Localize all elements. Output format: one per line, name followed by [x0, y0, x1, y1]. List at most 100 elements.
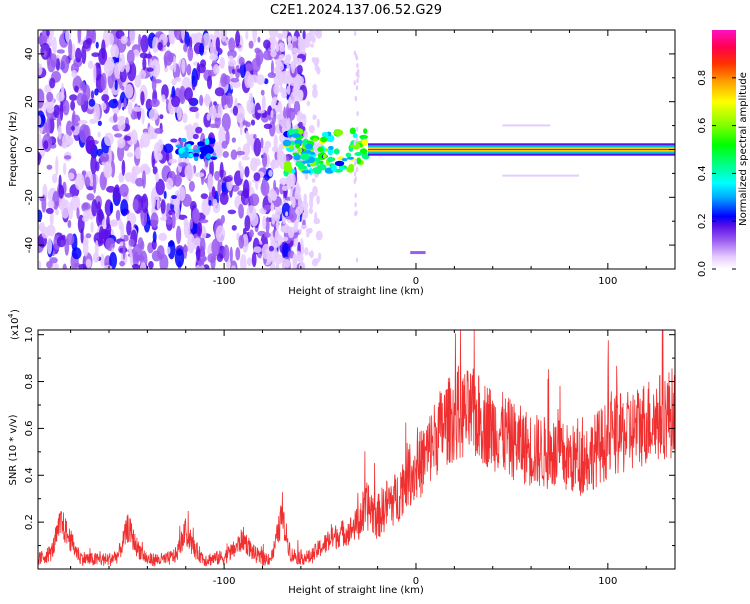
noise-blob: [134, 74, 142, 88]
noise-blob: [51, 173, 58, 184]
noise-blob: [112, 113, 118, 123]
noise-blob: [92, 174, 97, 194]
noise-blob: [71, 43, 76, 62]
noise-blob: [151, 76, 157, 92]
noise-blob: [141, 108, 145, 125]
noise-blob: [120, 199, 129, 217]
snr-y-tick-label: 0.6: [24, 420, 35, 436]
noise-blob: [284, 258, 291, 269]
noise-blob: [173, 200, 180, 221]
noise-blob: [109, 252, 118, 269]
noise-blob: [213, 64, 220, 75]
scatter-blob: [290, 168, 296, 174]
noise-blob: [209, 123, 219, 129]
noise-blob: [79, 124, 89, 143]
noise-blob: [226, 92, 233, 109]
noise-blob: [288, 203, 298, 223]
noise-blob: [46, 237, 53, 255]
noise-blob: [235, 150, 245, 156]
noise-blob: [246, 257, 252, 267]
noise-blob: [150, 98, 160, 108]
scatter-blob: [356, 111, 359, 117]
noise-blob: [265, 216, 270, 234]
noise-blob: [135, 177, 145, 187]
scatter-blob: [361, 138, 368, 147]
noise-blob: [263, 232, 271, 238]
noise-blob: [273, 67, 279, 72]
noise-blob: [165, 217, 172, 225]
noise-blob: [163, 50, 173, 66]
noise-blob: [65, 120, 73, 137]
noise-blob: [132, 106, 143, 112]
scatter-blob: [357, 73, 360, 79]
noise-blob: [158, 232, 168, 242]
noise-blob: [268, 36, 276, 42]
noise-blob: [124, 135, 131, 141]
noise-blob: [195, 126, 203, 134]
noise-blob: [197, 63, 206, 74]
scatter-blob: [178, 147, 184, 154]
noise-blob: [55, 208, 59, 216]
noise-blob: [275, 113, 283, 120]
noise-blob: [122, 241, 126, 261]
noise-blob: [103, 163, 113, 179]
scatter-blob: [312, 167, 319, 172]
noise-blob: [157, 153, 163, 161]
noise-blob: [219, 191, 229, 205]
scatter-blob: [295, 143, 300, 149]
noise-blob: [206, 113, 211, 121]
noise-blob: [312, 185, 318, 197]
noise-blob: [303, 208, 309, 219]
scatter-blob: [354, 53, 358, 59]
noise-blob: [308, 207, 314, 215]
noise-blob: [101, 39, 106, 60]
noise-blob: [59, 101, 64, 121]
noise-blob: [286, 64, 291, 69]
noise-blob: [271, 213, 276, 225]
noise-blob: [220, 214, 225, 224]
noise-blob: [278, 257, 287, 262]
noise-blob: [219, 161, 224, 180]
scatter-blob: [320, 136, 328, 143]
snr-ticks: -100 0 100 0.2 0.4 0.6 0.8 1.0: [24, 327, 675, 587]
colorbar-tick-label: 0.8: [697, 70, 708, 86]
snr-x-tick-label: 100: [598, 576, 617, 587]
scatter-blob: [193, 153, 200, 158]
noise-blob: [68, 201, 74, 220]
noise-blob: [182, 112, 188, 124]
noise-blob: [87, 60, 94, 70]
scatter-blob: [199, 153, 205, 160]
scatter-blob: [354, 193, 357, 199]
noise-blob: [46, 164, 53, 170]
noise-blob: [260, 89, 265, 96]
noise-blob: [282, 261, 286, 269]
noise-blob: [85, 135, 95, 155]
noise-blob: [303, 129, 308, 140]
noise-blob: [200, 168, 205, 186]
noise-blob: [271, 159, 276, 167]
scatter-blob: [194, 156, 199, 162]
noise-blob: [105, 185, 116, 193]
scatter-blob: [313, 137, 318, 142]
noise-blob: [312, 143, 317, 151]
colorbar-gradient: [712, 30, 736, 269]
noise-blob: [227, 59, 237, 67]
spectrogram-y-tick-label: 20: [24, 95, 35, 108]
noise-blob: [81, 44, 87, 64]
noise-blob: [316, 118, 320, 128]
scatter-blob: [353, 140, 356, 146]
noise-blob: [298, 89, 304, 102]
scatter-blob: [353, 160, 357, 166]
noise-blob: [300, 224, 308, 229]
noise-blob: [45, 207, 54, 214]
snr-x-tick-label: 0: [413, 576, 419, 587]
noise-blob: [245, 121, 251, 128]
noise-blob: [91, 52, 100, 58]
noise-blob: [502, 174, 580, 177]
noise-blob: [215, 225, 226, 243]
noise-blob: [296, 64, 303, 75]
noise-blob: [223, 244, 230, 263]
noise-blob: [310, 43, 314, 48]
noise-blob: [230, 265, 236, 269]
scatter-blob: [186, 143, 192, 148]
